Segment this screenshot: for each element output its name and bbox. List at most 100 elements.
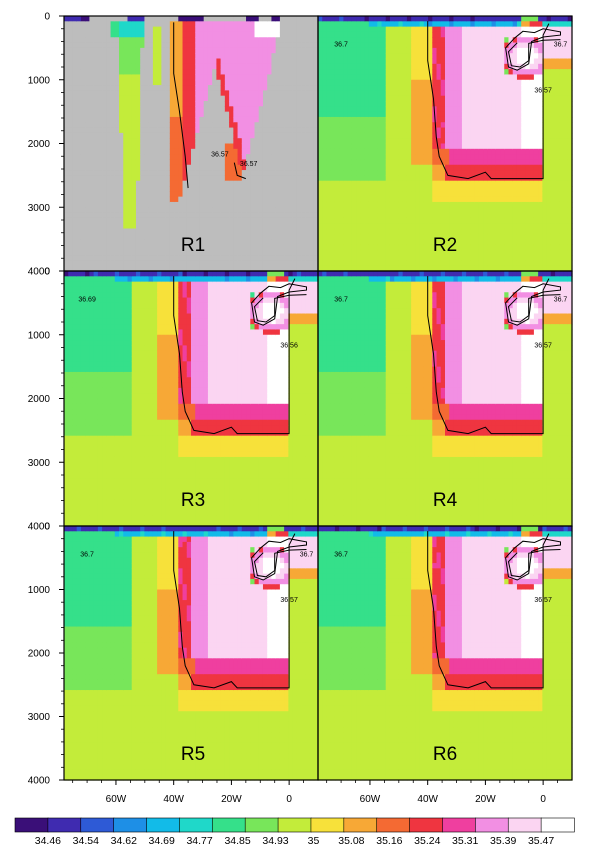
- cell: [262, 122, 268, 129]
- cell: [212, 138, 217, 145]
- cell: [419, 265, 425, 272]
- cell: [199, 69, 205, 76]
- cell: [216, 170, 222, 176]
- cell: [309, 186, 315, 192]
- cell: [207, 265, 213, 272]
- cell: [195, 265, 201, 272]
- cell: [123, 74, 129, 81]
- cell: [368, 180, 374, 187]
- cell: [254, 196, 260, 203]
- cell: [334, 212, 340, 219]
- cell: [457, 212, 463, 219]
- cell: [182, 95, 188, 102]
- cell: [199, 16, 205, 22]
- cell: [254, 53, 260, 60]
- cell: [474, 191, 480, 198]
- cell: [343, 228, 349, 235]
- cell: [466, 74, 471, 81]
- cell: [258, 116, 264, 123]
- cell: [76, 175, 82, 182]
- cell: [237, 249, 243, 256]
- cell: [334, 85, 340, 91]
- cell: [275, 85, 281, 91]
- cell: [419, 191, 425, 198]
- cell: [220, 244, 226, 251]
- cell: [76, 233, 82, 240]
- cell: [224, 170, 230, 176]
- cell: [144, 223, 150, 230]
- cell: [174, 201, 179, 208]
- cell: [157, 79, 162, 86]
- cell: [423, 265, 429, 272]
- cell: [85, 170, 90, 176]
- cell: [152, 175, 158, 182]
- cell: [389, 159, 395, 166]
- cell: [368, 196, 374, 203]
- cell: [216, 265, 222, 272]
- cell: [85, 212, 90, 219]
- cell: [229, 74, 234, 81]
- cell: [97, 255, 103, 261]
- cell: [233, 138, 239, 145]
- cell: [301, 122, 306, 129]
- cell: [220, 159, 226, 166]
- cell: [169, 63, 175, 70]
- cell: [478, 239, 484, 246]
- cell: [157, 101, 162, 107]
- cell: [284, 127, 289, 134]
- cell: [356, 79, 361, 86]
- cell: [334, 16, 340, 22]
- cell: [93, 249, 99, 256]
- cell: [330, 159, 336, 166]
- cell: [487, 85, 493, 91]
- cell: [275, 31, 281, 38]
- cell: [114, 159, 120, 166]
- cell: [491, 111, 497, 118]
- cell: [80, 223, 86, 230]
- cell: [461, 116, 467, 123]
- cell: [398, 143, 404, 150]
- cell: [161, 180, 167, 187]
- cell: [89, 47, 95, 54]
- cell: [68, 159, 74, 166]
- cell: [301, 217, 306, 224]
- cell: [178, 148, 184, 155]
- cell: [461, 223, 467, 230]
- cell: [64, 63, 69, 70]
- cell: [466, 132, 471, 139]
- cell: [127, 207, 133, 214]
- cell: [500, 47, 505, 54]
- cell: [262, 265, 268, 272]
- cell: [72, 69, 78, 76]
- cell: [402, 58, 408, 65]
- cell: [394, 164, 400, 171]
- cell: [174, 95, 179, 102]
- cell: [449, 255, 455, 261]
- cell: [123, 53, 129, 60]
- cell: [364, 212, 370, 219]
- cell: [415, 175, 421, 182]
- cell: [356, 159, 361, 166]
- cell: [284, 244, 289, 251]
- cell: [483, 42, 488, 49]
- cell: [114, 148, 120, 155]
- cell: [267, 21, 273, 28]
- cell: [250, 260, 256, 267]
- cell: [500, 148, 505, 155]
- cell: [135, 196, 141, 203]
- cell: [64, 26, 69, 33]
- cell: [288, 85, 294, 91]
- cell: [470, 180, 476, 187]
- cell: [135, 47, 141, 54]
- cell: [97, 175, 103, 182]
- cell: [368, 26, 374, 33]
- cell: [440, 106, 446, 113]
- cell: [296, 265, 302, 272]
- cell: [402, 143, 408, 150]
- cell: [212, 53, 217, 60]
- cell: [428, 196, 433, 203]
- cell: [127, 239, 133, 246]
- cell: [432, 42, 438, 49]
- cell: [457, 228, 463, 235]
- cell: [224, 37, 230, 44]
